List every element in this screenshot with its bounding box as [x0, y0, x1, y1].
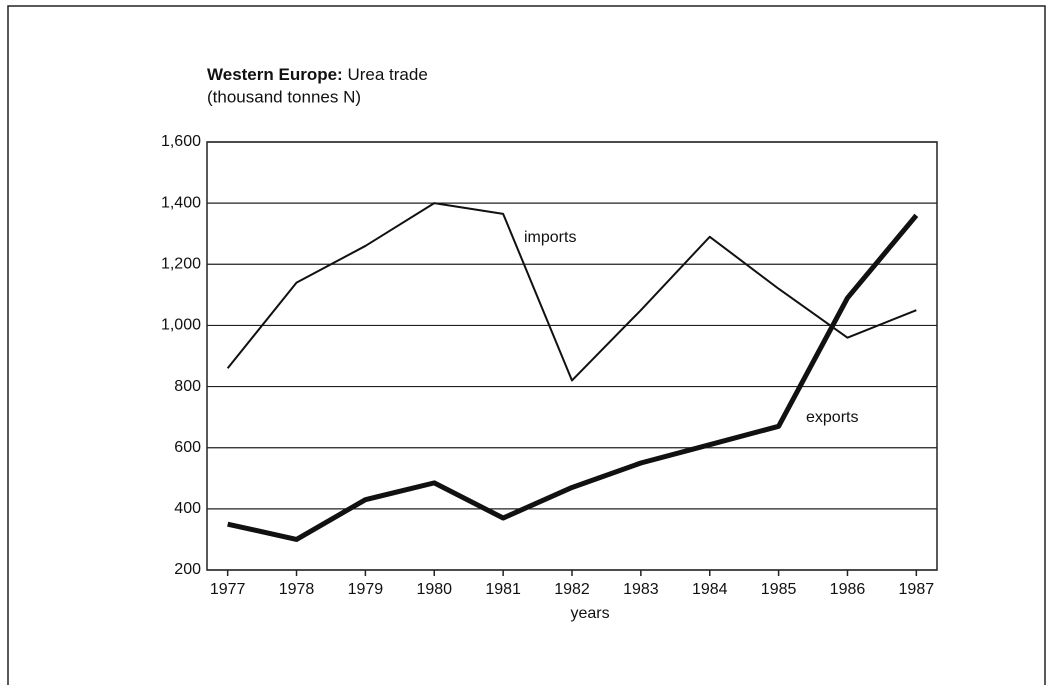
- title-bold: Western Europe:: [207, 65, 343, 84]
- x-tick-label: 1984: [692, 581, 728, 598]
- x-tick-label: 1982: [554, 581, 590, 598]
- x-tick-label: 1987: [899, 581, 935, 598]
- series-line: [227, 213, 919, 542]
- y-tick-label: 200: [174, 561, 201, 578]
- x-tick-label: 1977: [210, 581, 246, 598]
- y-tick-label: 800: [174, 378, 201, 395]
- chart-title: Western Europe: Urea trade: [207, 65, 428, 84]
- y-tick-label: 1,600: [161, 133, 201, 150]
- chart-subtitle: (thousand tonnes N): [207, 87, 361, 106]
- frame: [7, 5, 1046, 685]
- series-label: exports: [806, 409, 858, 426]
- y-tick-label: 1,400: [161, 194, 201, 211]
- x-tick-label: 1978: [279, 581, 315, 598]
- y-tick-label: 1,000: [161, 317, 201, 334]
- y-tick-label: 1,200: [161, 256, 201, 273]
- y-tick-label: 400: [174, 500, 201, 517]
- x-tick-label: 1986: [830, 581, 866, 598]
- x-tick-label: 1985: [761, 581, 797, 598]
- series-label: imports: [524, 229, 576, 246]
- series-line: [226, 202, 917, 382]
- x-tick-label: 1979: [348, 581, 384, 598]
- x-tick-label: 1981: [485, 581, 521, 598]
- x-tick-label: 1980: [416, 581, 452, 598]
- y-tick-label: 600: [174, 439, 201, 456]
- title-rest: Urea trade: [347, 65, 427, 84]
- x-axis-label: years: [570, 605, 609, 622]
- plot-frame: [206, 141, 938, 571]
- x-tick-label: 1983: [623, 581, 659, 598]
